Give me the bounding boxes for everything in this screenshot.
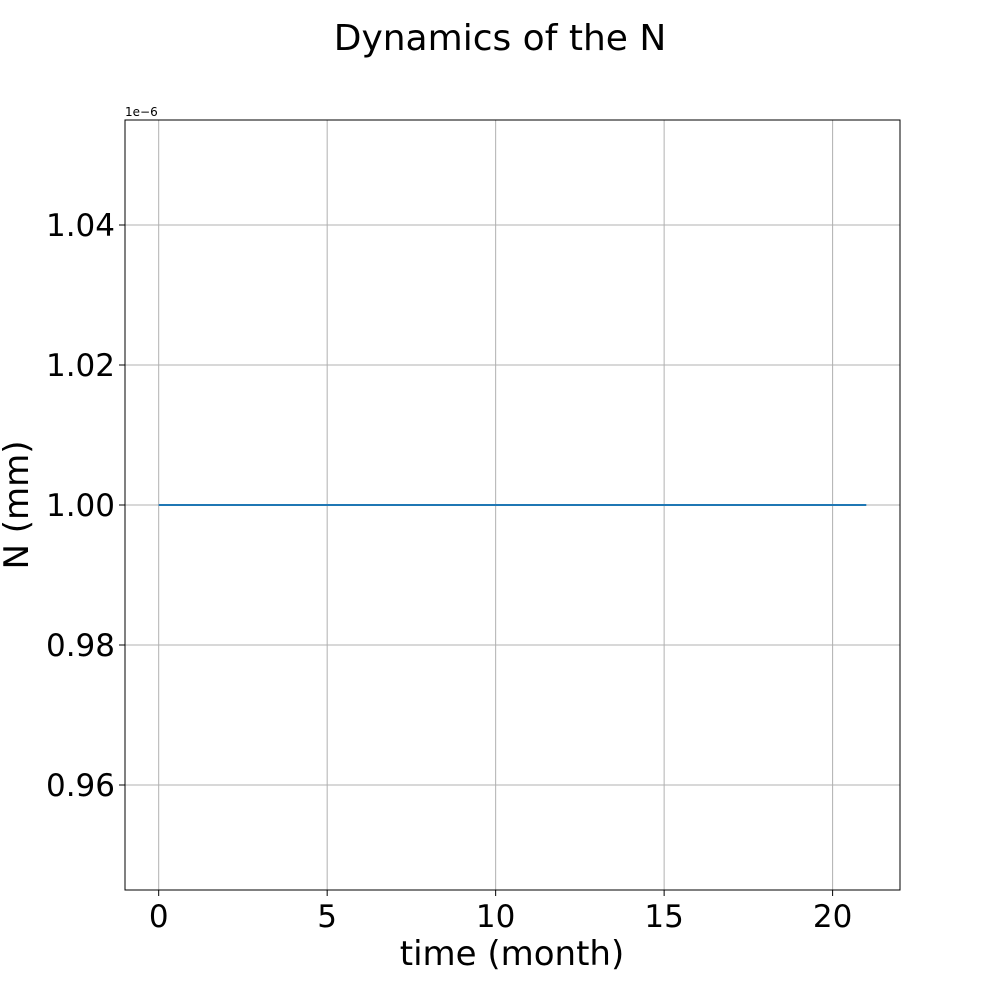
y-axis-label: N (mm)	[0, 440, 37, 569]
y-tick-label: 0.96	[46, 768, 115, 804]
x-tick-label: 5	[317, 899, 337, 935]
x-tick-label: 10	[476, 899, 515, 935]
x-tick-label: 20	[813, 899, 852, 935]
x-tick-label: 0	[149, 899, 169, 935]
y-axis: 0.96 0.98 1.00 1.02 1.04	[46, 208, 125, 804]
y-tick-label: 1.02	[46, 348, 115, 384]
x-axis: 0 5 10 15 20	[149, 890, 852, 935]
y-axis-offset-label: 1e−6	[125, 105, 158, 119]
chart-title: Dynamics of the N	[334, 18, 667, 59]
y-tick-label: 1.04	[46, 208, 115, 244]
y-tick-label: 0.98	[46, 628, 115, 664]
y-tick-label: 1.00	[46, 488, 115, 524]
x-axis-label: time (month)	[400, 934, 625, 974]
x-tick-label: 15	[644, 899, 683, 935]
